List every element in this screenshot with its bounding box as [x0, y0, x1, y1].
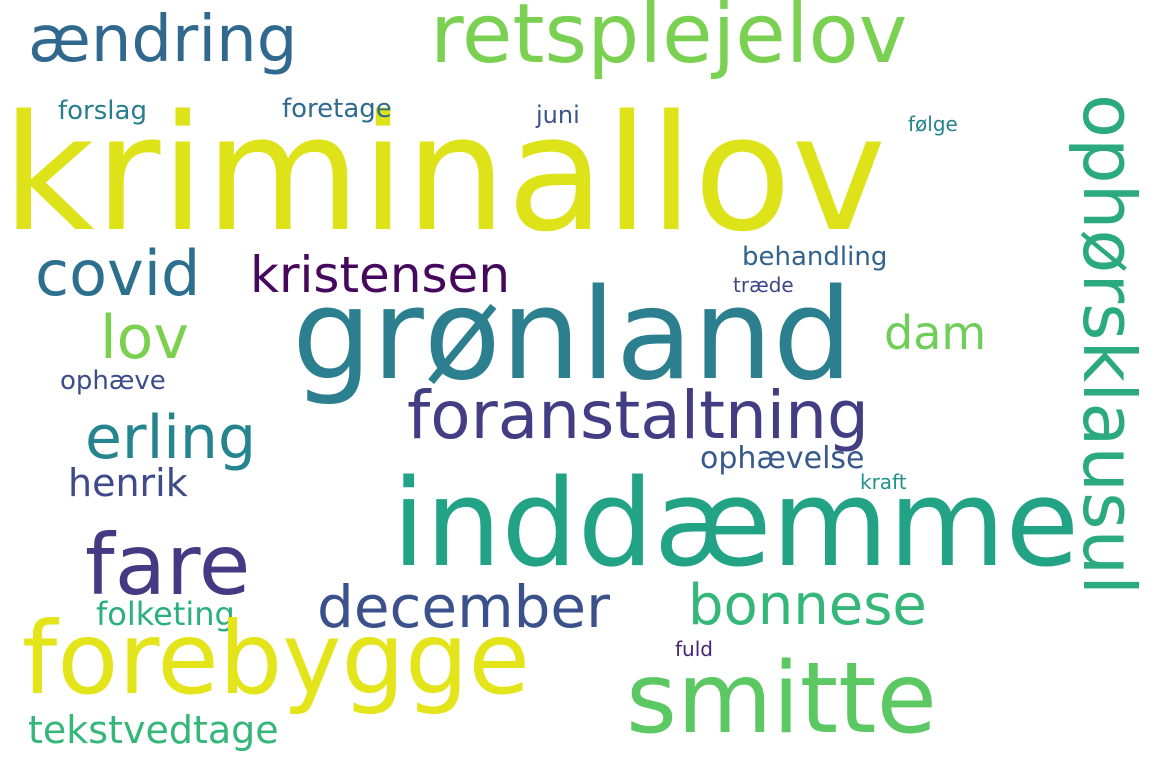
word-kriminallov: kriminallov — [2, 80, 887, 267]
word-fuld: fuld — [675, 637, 713, 661]
word-dam: dam — [884, 306, 987, 360]
word-ophaeve: ophæve — [60, 366, 166, 396]
word-retsplejelov: retsplejelov — [430, 0, 908, 82]
word-inddaemme: inddæmme — [392, 455, 1080, 594]
word-foranstaltning: foranstaltning — [407, 377, 869, 454]
word-december: december — [317, 573, 610, 641]
word-foretage: foretage — [282, 94, 392, 124]
word-kristensen: kristensen — [250, 246, 511, 304]
word-kraft: kraft — [860, 470, 907, 494]
word-covid: covid — [35, 237, 201, 310]
word-folketing: folketing — [96, 595, 235, 633]
word-aendring: ændring — [28, 3, 298, 77]
word-erling: erling — [85, 403, 257, 473]
word-smitte: smitte — [626, 642, 937, 756]
word-traede: træde — [733, 273, 794, 297]
word-lov: lov — [100, 303, 189, 373]
word-juni: juni — [536, 101, 580, 129]
word-forslag: forslag — [58, 96, 147, 126]
word-foelge: følge — [908, 112, 958, 136]
word-bonnese: bonnese — [688, 573, 927, 638]
word-ophoersklausul: ophørsklausul — [1067, 94, 1151, 596]
word-henrik: henrik — [68, 461, 188, 505]
word-ophaevelse: ophævelse — [700, 441, 865, 476]
word-groenland: grønland — [292, 261, 853, 408]
word-tekstvedtage: tekstvedtage — [28, 708, 279, 752]
word-behandling: behandling — [742, 242, 888, 272]
word-forebygge: forebygge — [22, 600, 530, 717]
word-fare: fare — [85, 516, 251, 614]
